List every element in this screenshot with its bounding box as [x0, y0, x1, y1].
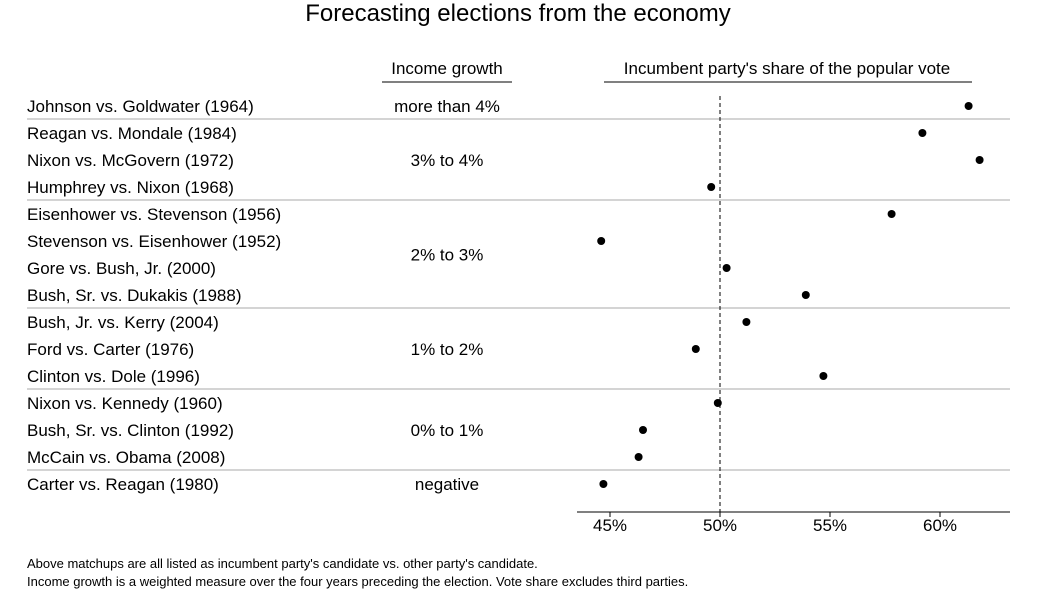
- vote-share-header: Incumbent party's share of the popular v…: [624, 59, 950, 78]
- vote-share-point: [819, 372, 828, 380]
- x-tick-label: 45%: [593, 516, 627, 535]
- election-label: McCain vs. Obama (2008): [27, 448, 225, 467]
- vote-share-point: [801, 291, 810, 299]
- income-group-label: 2% to 3%: [411, 246, 484, 265]
- vote-share-point: [964, 102, 973, 110]
- vote-share-point: [975, 156, 984, 164]
- income-group-label: 0% to 1%: [411, 421, 484, 440]
- vote-share-point: [639, 426, 647, 434]
- income-group-label: more than 4%: [394, 97, 500, 116]
- election-label: Bush, Sr. vs. Clinton (1992): [27, 421, 234, 440]
- election-label: Ford vs. Carter (1976): [27, 340, 194, 359]
- vote-share-point: [597, 237, 606, 245]
- election-label: Nixon vs. McGovern (1972): [27, 151, 234, 170]
- chart-rows: more than 4% Johnson vs. Goldwater (1964)…: [27, 96, 1010, 512]
- election-label: Johnson vs. Goldwater (1964): [27, 97, 254, 116]
- chart-title: Forecasting elections from the economy: [305, 0, 731, 27]
- election-label: Reagan vs. Mondale (1984): [27, 124, 237, 143]
- x-tick-label: 50%: [703, 516, 737, 535]
- vote-share-point: [634, 453, 643, 461]
- income-group-label: negative: [415, 475, 479, 494]
- vote-share-point: [707, 183, 716, 191]
- vote-share-point: [887, 210, 896, 218]
- election-label: Gore vs. Bush, Jr. (2000): [27, 259, 216, 278]
- election-label: Clinton vs. Dole (1996): [27, 367, 200, 386]
- election-label: Bush, Jr. vs. Kerry (2004): [27, 313, 219, 332]
- vote-share-point: [918, 129, 927, 137]
- footnote-methodology: Income growth is a weighted measure over…: [27, 574, 688, 589]
- election-label: Stevenson vs. Eisenhower (1952): [27, 232, 281, 251]
- election-label: Nixon vs. Kennedy (1960): [27, 394, 223, 413]
- vote-share-point: [691, 345, 700, 353]
- vote-share-point: [742, 318, 751, 326]
- footnote-matchups: Above matchups are all listed as incumbe…: [27, 556, 538, 571]
- x-tick-label: 55%: [813, 516, 847, 535]
- vote-share-point: [599, 480, 608, 488]
- x-axis: 45% 50% 55% 60%: [577, 511, 1010, 535]
- vote-share-point: [722, 264, 731, 272]
- income-group-label: 3% to 4%: [411, 151, 484, 170]
- income-growth-header: Income growth: [391, 59, 503, 78]
- election-label: Bush, Sr. vs. Dukakis (1988): [27, 286, 241, 305]
- election-label: Eisenhower vs. Stevenson (1956): [27, 205, 281, 224]
- x-tick-label: 60%: [923, 516, 957, 535]
- vote-share-point: [713, 399, 722, 407]
- election-label: Humphrey vs. Nixon (1968): [27, 178, 234, 197]
- election-label: Carter vs. Reagan (1980): [27, 475, 219, 494]
- income-group-label: 1% to 2%: [411, 340, 484, 359]
